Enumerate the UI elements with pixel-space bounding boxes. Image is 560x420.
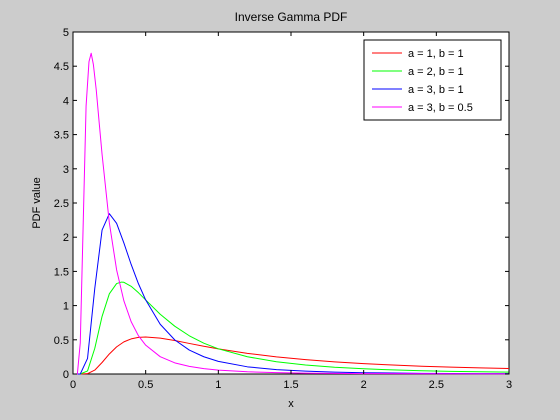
x-tick-label: 0 [70,379,76,391]
y-tick-label: 3.5 [54,130,69,142]
y-tick-label: 2 [63,232,69,244]
y-tick-label: 1.5 [54,266,69,278]
legend-label-1: a = 1, b = 1 [408,48,464,60]
y-tick-label: 4 [63,95,69,107]
x-tick-label: 1.5 [283,379,298,391]
y-axis-label: PDF value [31,177,43,228]
legend: a = 1, b = 1 a = 2, b = 1 a = 3, b = 1 a = … [363,39,502,121]
y-tick-label: 4.5 [54,61,69,73]
x-axis-label: x [288,398,294,410]
series-line-4 [74,52,510,375]
axis-ticks: 0 0.5 1 1.5 2 2.5 3 0 0.5 1 1.5 2 2.5 3 3.5 4 4.5 5 [54,27,512,391]
x-tick-label: 3 [506,379,512,391]
series-lines [74,52,510,375]
x-tick-label: 1 [215,379,221,391]
legend-label-4: a = 3, b = 0.5 [408,102,473,114]
y-tick-label: 0.5 [54,335,69,347]
x-tick-label: 2.5 [429,379,444,391]
y-tick-label: 1 [63,301,69,313]
y-tick-label: 3 [63,164,69,176]
legend-label-2: a = 2, b = 1 [408,66,464,78]
legend-label-3: a = 3, b = 1 [408,84,464,96]
x-tick-label: 0.5 [138,379,153,391]
x-tick-label: 2 [361,379,367,391]
series-line-3 [74,213,510,375]
y-tick-label: 5 [63,27,69,39]
y-tick-label: 0 [63,369,69,381]
y-tick-label: 2.5 [54,198,69,210]
chart-title: Inverse Gamma PDF [235,10,348,24]
series-line-2 [74,281,510,375]
series-line-1 [74,336,510,375]
